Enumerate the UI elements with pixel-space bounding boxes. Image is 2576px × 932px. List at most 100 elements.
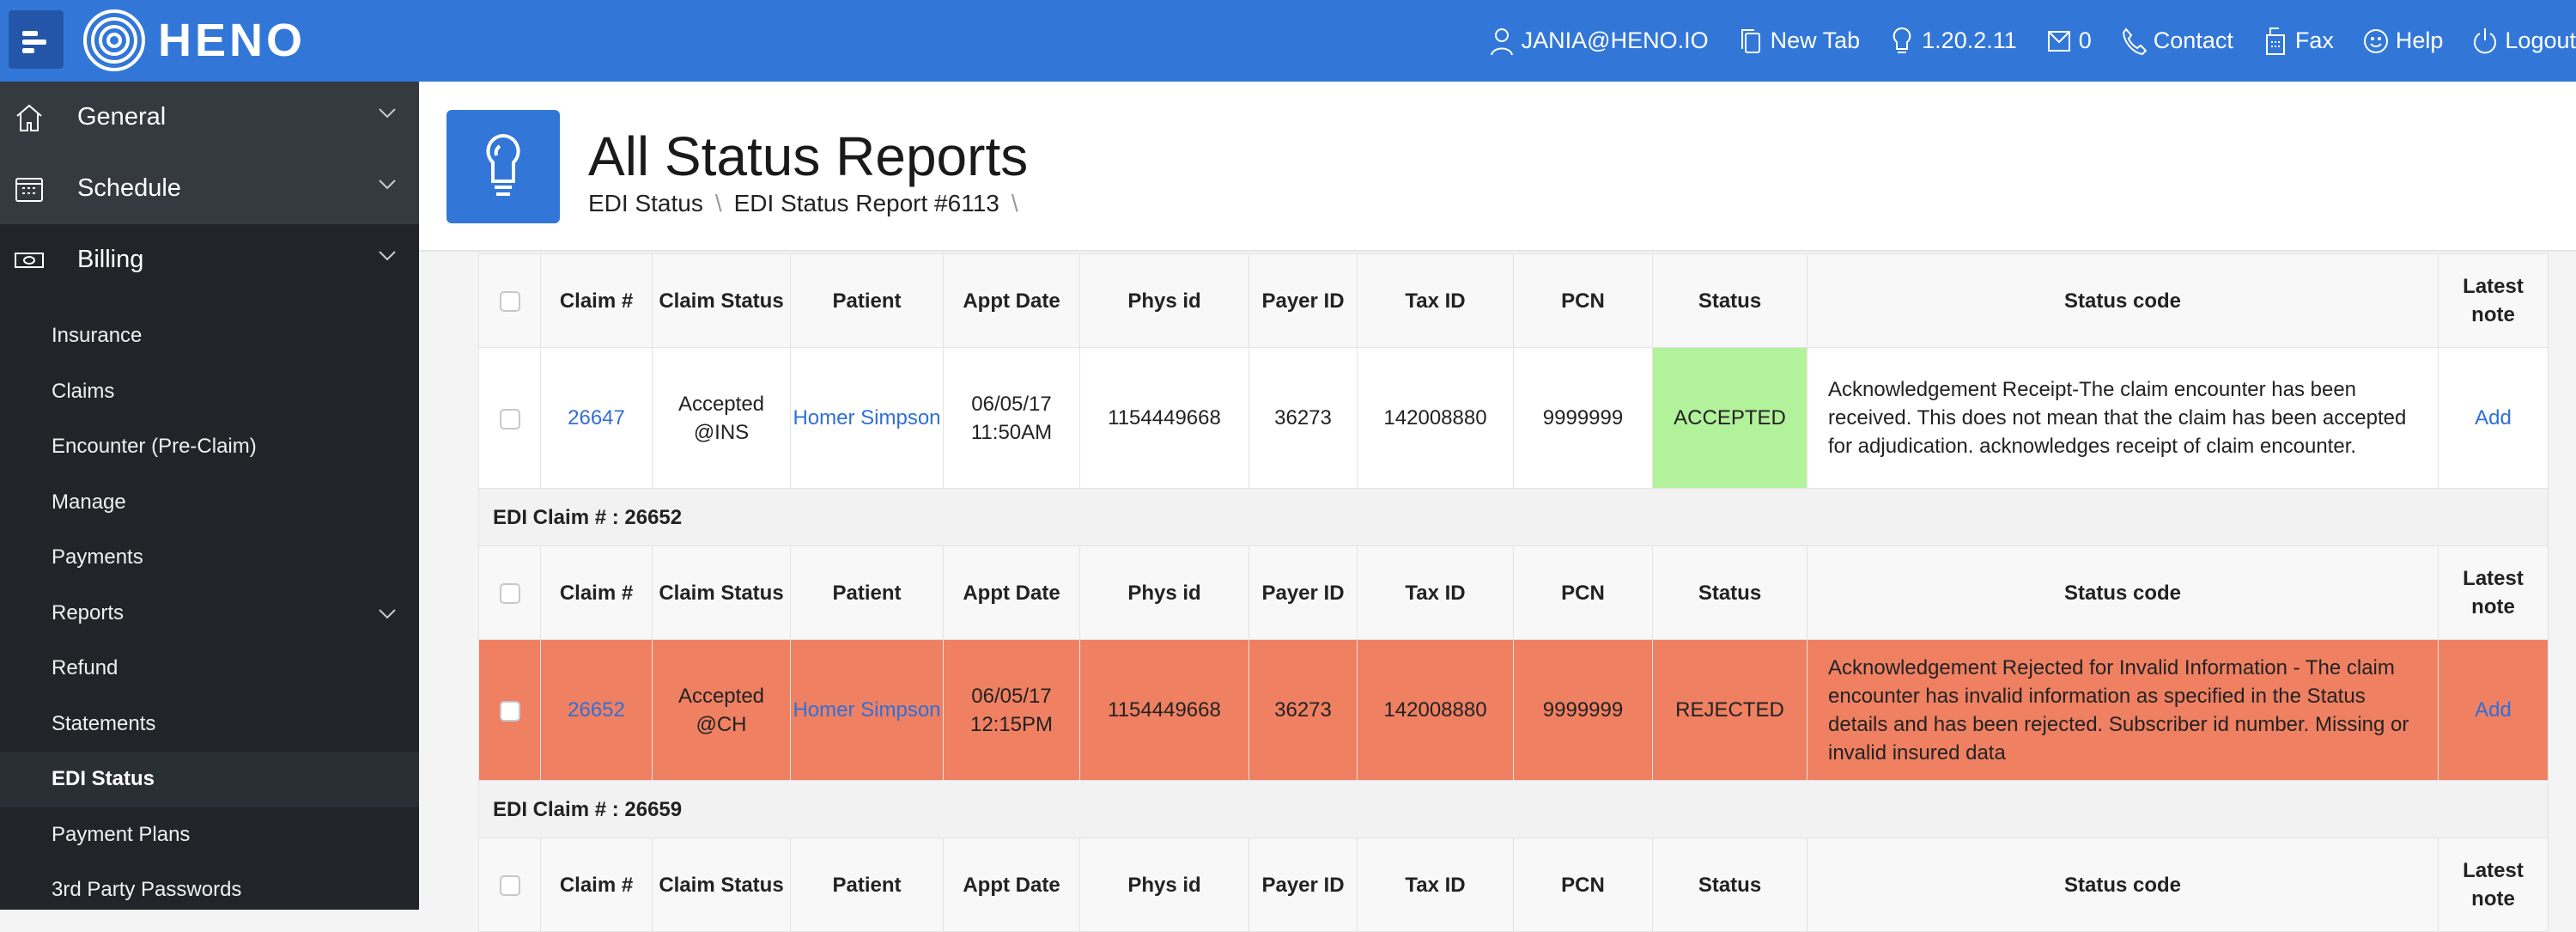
- column-header[interactable]: Latest note: [2438, 545, 2549, 640]
- add-note-link[interactable]: Add: [2475, 406, 2512, 429]
- sidebar-item-payment-plans[interactable]: Payment Plans: [0, 807, 419, 863]
- tax-id-cell: 142008880: [1383, 406, 1487, 429]
- version-link[interactable]: 1.20.2.11: [1889, 27, 2017, 56]
- column-header[interactable]: Claim Status: [652, 253, 791, 348]
- row-select-cell: [478, 347, 541, 489]
- tax-id-cell: 142008880: [1357, 639, 1514, 781]
- sidebar-item-payments[interactable]: Payments: [0, 530, 419, 586]
- sidebar-item-manage[interactable]: Manage: [0, 475, 419, 531]
- column-header[interactable]: PCN: [1513, 545, 1653, 640]
- breadcrumb-item[interactable]: EDI Status Report #6113: [733, 190, 999, 216]
- pcn-cell: 9999999: [1542, 698, 1624, 722]
- contact-link[interactable]: Contact: [2121, 27, 2233, 56]
- claim-status-cell: Accepted @CH: [677, 684, 765, 736]
- column-header[interactable]: Tax ID: [1357, 253, 1514, 348]
- menu-toggle-button[interactable]: [9, 10, 64, 69]
- column-header[interactable]: Status code: [1807, 253, 2439, 348]
- column-header[interactable]: Payer ID: [1249, 545, 1358, 640]
- chevron-down-icon: [379, 608, 396, 618]
- sidebar-label: Insurance: [52, 324, 143, 348]
- column-header[interactable]: Claim Status: [652, 545, 791, 640]
- new-tab-label: New Tab: [1770, 27, 1861, 53]
- column-header[interactable]: Status code: [1807, 838, 2439, 932]
- patient-link[interactable]: Homer Simpson: [793, 698, 941, 722]
- column-header[interactable]: Phys id: [1079, 545, 1249, 640]
- column-header[interactable]: Claim #: [540, 545, 653, 640]
- pcn-cell: 9999999: [1513, 347, 1653, 489]
- column-header[interactable]: Patient: [790, 253, 944, 348]
- column-header[interactable]: Patient: [790, 545, 944, 640]
- messages-link[interactable]: 0: [2046, 27, 2092, 56]
- sidebar-item-insurance[interactable]: Insurance: [0, 308, 419, 364]
- breadcrumb-item[interactable]: EDI Status: [588, 190, 703, 216]
- new-tab-link[interactable]: New Tab: [1738, 27, 1861, 56]
- column-header[interactable]: Appt Date: [943, 838, 1080, 932]
- sidebar-label: Encounter (Pre-Claim): [52, 435, 257, 459]
- column-header[interactable]: Payer ID: [1249, 253, 1358, 348]
- sidebar-item-edi-status[interactable]: EDI Status: [0, 752, 419, 807]
- sidebar-item-3rd-party-passwords[interactable]: 3rd Party Passwords: [0, 862, 419, 918]
- add-note-link[interactable]: Add: [2475, 698, 2512, 722]
- help-link[interactable]: Help: [2363, 27, 2443, 56]
- sidebar-item-reports[interactable]: Reports: [0, 586, 419, 642]
- column-header[interactable]: Phys id: [1079, 253, 1249, 348]
- column-header[interactable]: Status code: [1807, 545, 2439, 640]
- page-icon-box: [447, 110, 560, 223]
- sidebar-item-general[interactable]: General: [0, 82, 419, 153]
- column-header[interactable]: PCN: [1513, 838, 1653, 932]
- column-header[interactable]: Status: [1652, 838, 1807, 932]
- select-all-cell: [478, 545, 541, 640]
- payer-id-cell: 36273: [1249, 639, 1358, 781]
- select-all-checkbox[interactable]: [499, 583, 520, 605]
- column-header[interactable]: Claim Status: [652, 838, 791, 932]
- chevron-down-icon: [379, 251, 396, 261]
- column-header[interactable]: Tax ID: [1357, 838, 1514, 932]
- column-header[interactable]: Claim #: [540, 838, 653, 932]
- column-header[interactable]: Tax ID: [1357, 545, 1514, 640]
- sidebar-label: Claims: [52, 379, 115, 403]
- payer-id-cell: 36273: [1249, 347, 1358, 489]
- select-all-checkbox[interactable]: [499, 291, 520, 313]
- patient-link[interactable]: Homer Simpson: [793, 406, 941, 429]
- sidebar-item-claims[interactable]: Claims: [0, 364, 419, 420]
- contact-label: Contact: [2153, 27, 2233, 53]
- column-header[interactable]: Latest note: [2438, 253, 2549, 348]
- column-header[interactable]: Claim #: [540, 253, 653, 348]
- sidebar-label: Billing: [77, 246, 144, 273]
- logo-text: HENO: [158, 15, 307, 66]
- status-code-cell: Acknowledgement Rejected for Invalid Inf…: [1828, 655, 2409, 764]
- select-all-checkbox[interactable]: [499, 875, 520, 897]
- column-header[interactable]: Phys id: [1079, 838, 1249, 932]
- messages-count: 0: [2078, 27, 2092, 53]
- logo[interactable]: HENO: [82, 9, 306, 72]
- row-checkbox[interactable]: [499, 408, 520, 429]
- fax-link[interactable]: Fax: [2263, 27, 2334, 56]
- claim-status-cell: Accepted @INS: [677, 392, 765, 444]
- claim-link[interactable]: 26647: [568, 406, 625, 429]
- column-header[interactable]: Patient: [790, 838, 944, 932]
- column-header[interactable]: PCN: [1513, 253, 1653, 348]
- money-icon: [15, 252, 44, 268]
- note-cell: Add: [2438, 639, 2549, 781]
- sidebar-label: Schedule: [77, 174, 181, 202]
- fax-icon: [2265, 27, 2285, 55]
- table-header-row: Claim # Claim Status Patient Appt Date Phys …: [478, 545, 2549, 640]
- column-header[interactable]: Appt Date: [943, 253, 1080, 348]
- column-header[interactable]: Latest note: [2438, 838, 2549, 932]
- column-header[interactable]: Payer ID: [1249, 838, 1358, 932]
- breadcrumb: EDI Status \ EDI Status Report #6113 \: [588, 190, 1018, 216]
- user-account-link[interactable]: JANIA@HENO.IO: [1489, 27, 1709, 56]
- calendar-icon: [15, 177, 43, 202]
- column-header[interactable]: Appt Date: [943, 545, 1080, 640]
- status-code-cell: Acknowledgement Receipt-The claim encoun…: [1807, 347, 2439, 489]
- row-checkbox[interactable]: [499, 700, 520, 722]
- column-header[interactable]: Status: [1652, 253, 1807, 348]
- claim-link[interactable]: 26652: [568, 698, 625, 722]
- sidebar-item-billing[interactable]: Billing: [0, 224, 419, 295]
- sidebar-item-refund[interactable]: Refund: [0, 641, 419, 697]
- sidebar-item-statements[interactable]: Statements: [0, 697, 419, 752]
- logout-link[interactable]: Logout: [2472, 27, 2576, 56]
- sidebar-item-schedule[interactable]: Schedule: [0, 153, 419, 224]
- column-header[interactable]: Status: [1652, 545, 1807, 640]
- sidebar-item-encounter-pre-claim[interactable]: Encounter (Pre-Claim): [0, 419, 419, 475]
